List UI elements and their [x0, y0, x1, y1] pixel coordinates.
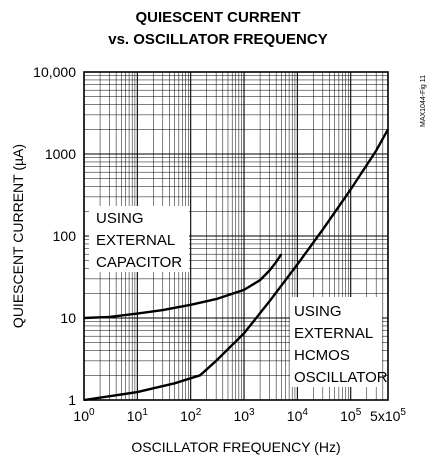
- series-label-line: CAPACITOR: [96, 254, 182, 271]
- y-tick-label: 10: [60, 310, 76, 326]
- series-labels: USING EXTERNAL CAPACITOR USING EXTERNAL HCMOS…: [96, 210, 388, 386]
- y-axis-label: QUIESCENT CURRENT (µA): [10, 144, 26, 328]
- chart-title-line-2: vs. OSCILLATOR FREQUENCY: [108, 31, 328, 48]
- chart-title-line-1: QUIESCENT CURRENT: [135, 9, 301, 26]
- series-label-box: [290, 297, 382, 387]
- series-label-line: USING: [96, 210, 144, 227]
- series-label-line: EXTERNAL: [96, 232, 175, 249]
- x-tick-label: 5x105: [370, 407, 406, 424]
- y-tick-label: 1000: [45, 146, 76, 162]
- series-label-line: HCMOS: [294, 347, 350, 364]
- y-tick-label: 100: [53, 228, 77, 244]
- x-tick-label: 103: [233, 407, 255, 424]
- x-tick-label: 100: [73, 407, 95, 424]
- series-label-line: USING: [294, 303, 342, 320]
- x-tick-label: 104: [287, 407, 309, 424]
- x-tick-label: 105: [340, 407, 362, 424]
- series-line-1: [83, 253, 283, 320]
- series-lines: [83, 128, 390, 402]
- y-tick-label: 1: [68, 392, 76, 408]
- grid-lines: [83, 71, 389, 401]
- series-label-box: [89, 206, 189, 272]
- series-label-line: OSCILLATOR: [294, 369, 388, 386]
- y-tick-label: 10,000: [33, 64, 76, 80]
- series-label-line: EXTERNAL: [294, 325, 373, 342]
- plot-frame: [83, 71, 389, 401]
- x-tick-label: 102: [180, 407, 202, 424]
- axis-tick-labels: 100 101 102 103 104 105 5x105 1 10 100 1000 10,000: [33, 64, 406, 424]
- x-tick-label: 101: [127, 407, 149, 424]
- figure-id-label: MAX1044-Fig 11: [420, 75, 427, 127]
- x-axis-label: OSCILLATOR FREQUENCY (Hz): [131, 439, 340, 455]
- series-line-2: [83, 128, 390, 402]
